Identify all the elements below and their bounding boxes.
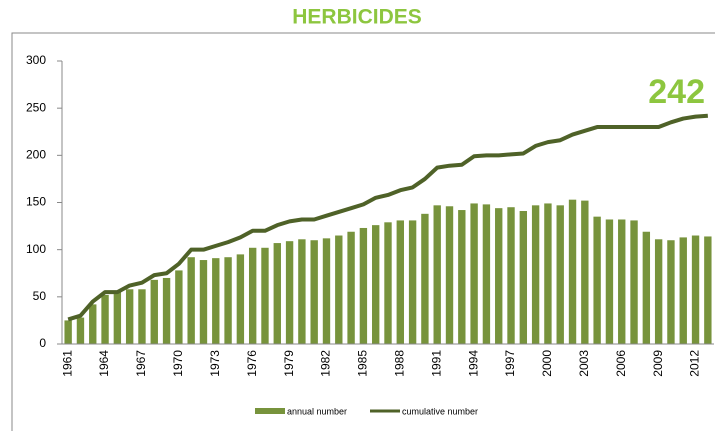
y-tick-label: 300	[26, 53, 46, 67]
bar	[630, 220, 638, 344]
bar	[273, 243, 281, 344]
bar	[568, 199, 577, 344]
bar	[519, 210, 528, 344]
y-tick-label: 50	[33, 289, 47, 303]
bar	[556, 205, 564, 344]
x-tick-label: 1994	[466, 350, 480, 377]
legend-label: cumulative number	[402, 406, 478, 416]
bar	[322, 238, 331, 344]
y-tick-label: 200	[26, 148, 46, 162]
bar	[605, 219, 614, 344]
x-tick-label: 2000	[540, 350, 554, 377]
y-tick-label: 250	[26, 100, 46, 114]
bar	[89, 304, 97, 344]
bar	[544, 203, 552, 344]
x-tick-label: 1991	[429, 350, 443, 377]
y-tick-label: 100	[26, 242, 46, 256]
bar	[261, 247, 269, 344]
x-tick-label: 1985	[356, 350, 370, 377]
legend-swatch	[255, 408, 285, 414]
bar	[125, 289, 134, 344]
bar	[162, 277, 171, 344]
bar	[224, 257, 232, 344]
x-tick-label: 1979	[282, 350, 296, 377]
bar	[298, 239, 306, 344]
bar	[667, 240, 675, 344]
chart-frame	[11, 32, 715, 431]
bar	[335, 235, 343, 344]
bar	[482, 204, 491, 344]
bar	[433, 205, 441, 344]
x-tick-label: 1967	[134, 350, 148, 377]
bar	[396, 220, 404, 344]
bar	[470, 203, 478, 344]
legend-label: annual number	[287, 406, 347, 416]
bar	[445, 206, 454, 344]
bar	[408, 220, 417, 344]
bar	[199, 260, 208, 344]
x-tick-label: 1973	[208, 350, 222, 377]
bar	[421, 213, 429, 344]
bar	[113, 292, 122, 344]
bar	[187, 257, 195, 344]
bar	[64, 320, 72, 344]
bar	[212, 258, 220, 344]
y-tick-label: 0	[39, 336, 46, 350]
x-tick-label: 1964	[97, 350, 111, 377]
annotation: 242	[648, 73, 705, 111]
bar	[691, 235, 700, 344]
x-tick-label: 1988	[392, 350, 406, 377]
bar	[310, 240, 318, 344]
bar	[150, 279, 158, 344]
bar	[236, 254, 245, 344]
x-tick-label: 2006	[614, 350, 628, 377]
bar	[76, 317, 85, 344]
x-tick-label: 2009	[651, 350, 665, 377]
bar	[285, 241, 294, 344]
bar	[384, 222, 392, 344]
bar	[458, 210, 466, 344]
bar	[704, 236, 712, 344]
y-tick-label: 150	[26, 195, 46, 209]
bar	[618, 219, 626, 344]
bar	[359, 227, 368, 344]
x-tick-label: 2003	[577, 350, 591, 377]
x-tick-label: 1961	[60, 350, 74, 377]
bar	[248, 247, 257, 344]
x-tick-label: 1976	[245, 350, 259, 377]
bar	[138, 289, 146, 344]
bar	[581, 200, 589, 344]
bar	[642, 231, 651, 344]
x-tick-label: 2012	[688, 350, 702, 377]
x-tick-label: 1970	[171, 350, 185, 377]
bar	[507, 207, 515, 344]
bar	[347, 231, 355, 344]
bar	[531, 205, 540, 344]
x-tick-label: 1982	[319, 350, 333, 377]
bar	[593, 216, 601, 344]
bar	[654, 239, 663, 344]
bar	[679, 237, 687, 344]
bar	[175, 270, 183, 344]
bar	[372, 225, 380, 344]
bar	[101, 294, 109, 344]
bar	[495, 208, 503, 344]
line	[67, 113, 709, 322]
chart-title: HERBICIDES	[292, 6, 422, 29]
x-tick-label: 1997	[503, 350, 517, 377]
